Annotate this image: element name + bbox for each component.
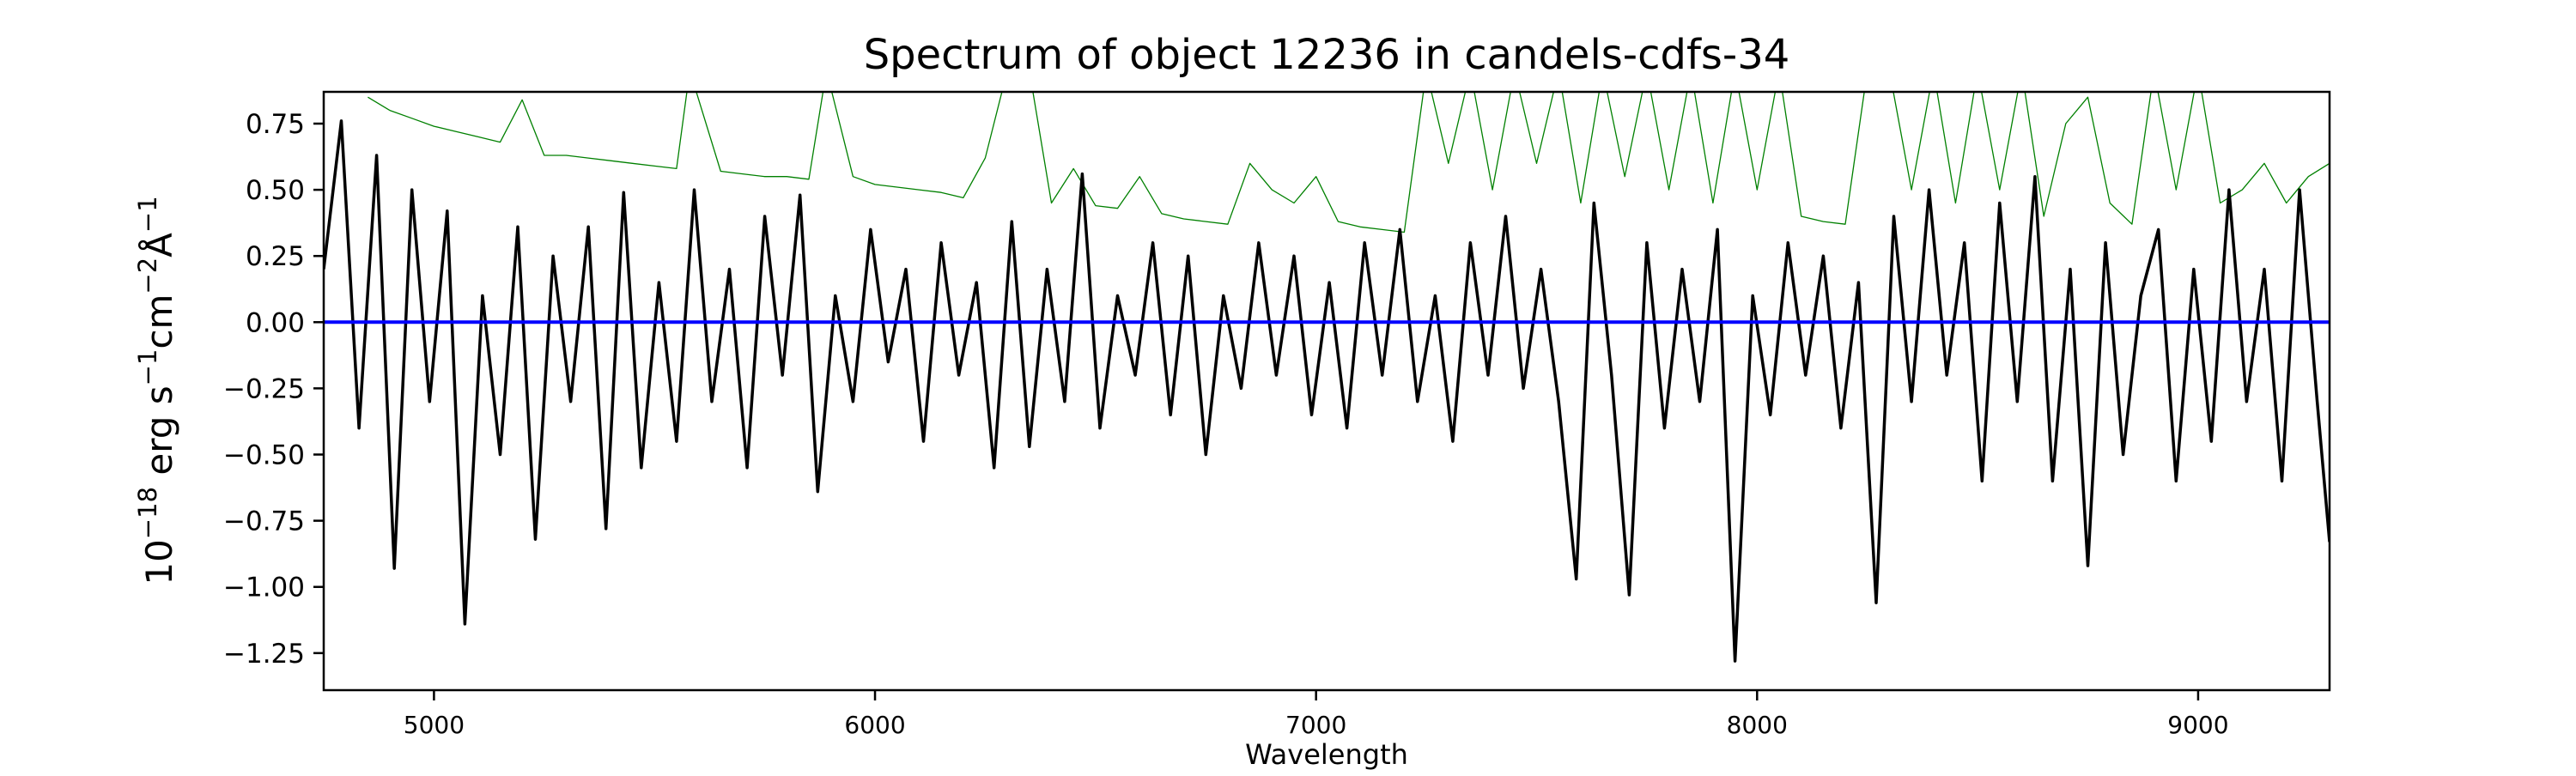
y-tick-label: −0.75 <box>223 506 305 537</box>
x-tick-label: 5000 <box>404 711 465 739</box>
x-tick-label: 9000 <box>2167 711 2228 739</box>
x-tick-label: 7000 <box>1285 711 1346 739</box>
x-axis-label: Wavelength <box>1245 738 1408 771</box>
x-tick-label: 8000 <box>1727 711 1788 739</box>
y-tick-label: −0.25 <box>223 373 305 404</box>
y-tick-label: −1.00 <box>223 573 305 603</box>
flux-line <box>324 119 2330 663</box>
contamination-line <box>368 92 2330 233</box>
y-axis: 0.75 0.50 0.25 0.00 −0.25 −0.50 −0.75 −1.00 −1.2… <box>223 109 324 670</box>
y-tick-label: 0.75 <box>246 109 305 140</box>
y-tick-label: 0.50 <box>246 175 305 206</box>
y-tick-label: 0.00 <box>246 307 305 338</box>
plot-frame <box>322 90 2331 692</box>
y-axis-label: 10−18 erg s−1cm−2Å−1 <box>133 196 180 585</box>
x-axis: 5000 6000 7000 8000 9000 <box>404 690 2229 739</box>
y-tick-label: −0.50 <box>223 440 305 471</box>
y-tick-label: 0.25 <box>246 241 305 272</box>
series-layer <box>324 92 2330 663</box>
x-tick-label: 6000 <box>844 711 905 739</box>
chart-title: Spectrum of object 12236 in candels-cdfs… <box>864 31 1790 79</box>
y-tick-label: −1.25 <box>223 639 305 670</box>
